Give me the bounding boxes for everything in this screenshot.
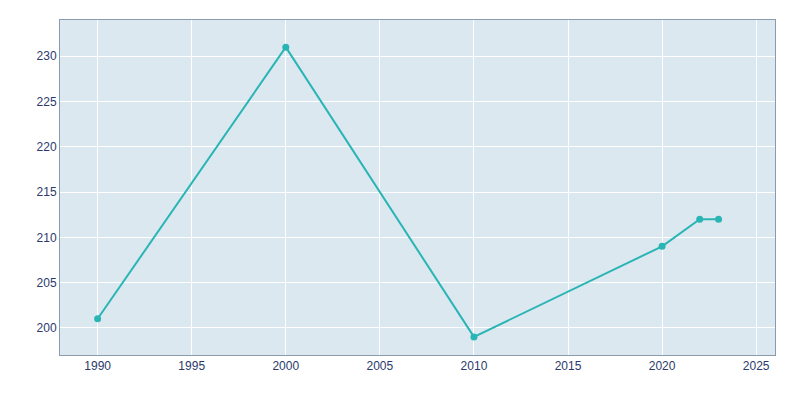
- svg-text:225: 225: [37, 95, 57, 109]
- svg-text:2025: 2025: [743, 359, 770, 373]
- svg-text:210: 210: [37, 231, 57, 245]
- svg-text:230: 230: [37, 49, 57, 63]
- svg-text:220: 220: [37, 140, 57, 154]
- svg-text:2005: 2005: [367, 359, 394, 373]
- svg-text:1990: 1990: [84, 359, 111, 373]
- svg-text:215: 215: [37, 185, 57, 199]
- svg-text:1995: 1995: [178, 359, 205, 373]
- svg-text:200: 200: [37, 321, 57, 335]
- svg-text:205: 205: [37, 276, 57, 290]
- svg-text:2000: 2000: [272, 359, 299, 373]
- svg-text:2020: 2020: [649, 359, 676, 373]
- svg-text:2015: 2015: [555, 359, 582, 373]
- svg-text:2010: 2010: [461, 359, 488, 373]
